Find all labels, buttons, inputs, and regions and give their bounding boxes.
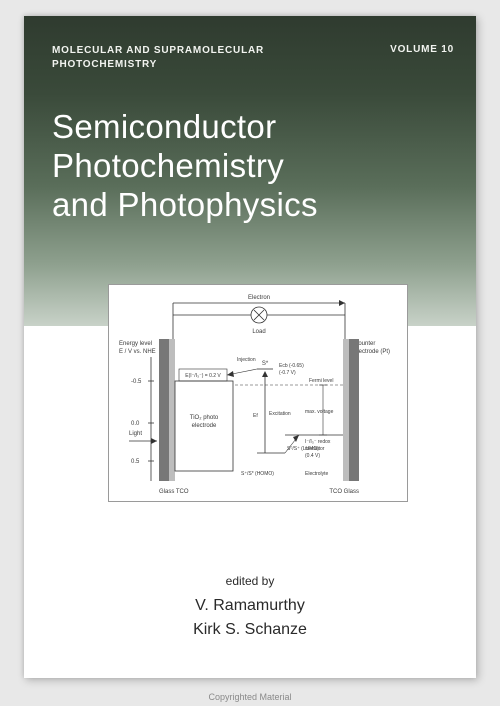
dg-med1: I⁻/I₃⁻ redox (305, 439, 331, 445)
dg-electron: Electron (248, 295, 270, 301)
book-cover: MOLECULAR AND SUPRAMOLECULAR PHOTOCHEMIS… (24, 16, 476, 678)
dg-med3: (0.4 V) (305, 453, 320, 459)
series-row: MOLECULAR AND SUPRAMOLECULAR PHOTOCHEMIS… (52, 44, 454, 71)
dg-sstar: S* (262, 361, 269, 367)
dg-br: TCO Glass (329, 489, 359, 495)
dg-load: Load (252, 329, 265, 335)
title-line2: Photochemistry (52, 147, 284, 184)
dg-yaxis1: Energy level (119, 341, 152, 347)
diagram-svg: Electron Load Energy level E / V vs. NHE… (109, 285, 409, 503)
dg-tio1: TiO₂ photo (190, 415, 219, 421)
editors-block: edited by V. Ramamurthy Kirk S. Schanze (24, 574, 476, 642)
series-line2: PHOTOCHEMISTRY (52, 59, 157, 70)
series-name: MOLECULAR AND SUPRAMOLECULAR PHOTOCHEMIS… (52, 44, 264, 71)
edited-by-label: edited by (24, 574, 476, 588)
editor-name-1: V. Ramamurthy (24, 594, 476, 618)
dg-fermi: Fermi level (309, 378, 333, 384)
dg-exc: Excitation (269, 411, 291, 417)
dg-elyte: Electrolyte (305, 471, 329, 477)
dg-homo: S⁺/S* (HOMO) (241, 471, 274, 477)
dg-bl: Glass TCO (159, 489, 189, 495)
dg-light: Light (129, 431, 142, 437)
dg-yt1: -0.5 (131, 379, 142, 385)
dg-tio2: electrode (192, 423, 217, 429)
dg-yaxis2: E / V vs. NHE (119, 349, 156, 355)
dg-counter2: electrode (Pt) (354, 349, 390, 355)
dg-eii: E(I⁻/I₃⁻) = 0.2 V (185, 373, 221, 379)
book-title: Semiconductor Photochemistry and Photoph… (52, 108, 452, 225)
dg-yt2: 0.0 (131, 421, 140, 427)
dg-med2: mediator (305, 446, 325, 452)
dg-ef: Ef (253, 413, 258, 419)
dg-yt3: 0.5 (131, 459, 140, 465)
dg-ecb2: (-0.7 V) (279, 370, 296, 376)
copyright-footer: Copyrighted Material (0, 692, 500, 702)
editor-name-2: Kirk S. Schanze (24, 618, 476, 642)
title-line1: Semiconductor (52, 108, 276, 145)
dg-maxv: max. voltage (305, 409, 334, 415)
energy-diagram: Electron Load Energy level E / V vs. NHE… (108, 284, 408, 502)
series-line1: MOLECULAR AND SUPRAMOLECULAR (52, 45, 264, 56)
dg-ecb1: Ecb (-0.65) (279, 363, 304, 369)
title-line3: and Photophysics (52, 186, 318, 223)
volume-label: VOLUME 10 (390, 44, 454, 55)
dg-inj: Injection (237, 357, 256, 363)
